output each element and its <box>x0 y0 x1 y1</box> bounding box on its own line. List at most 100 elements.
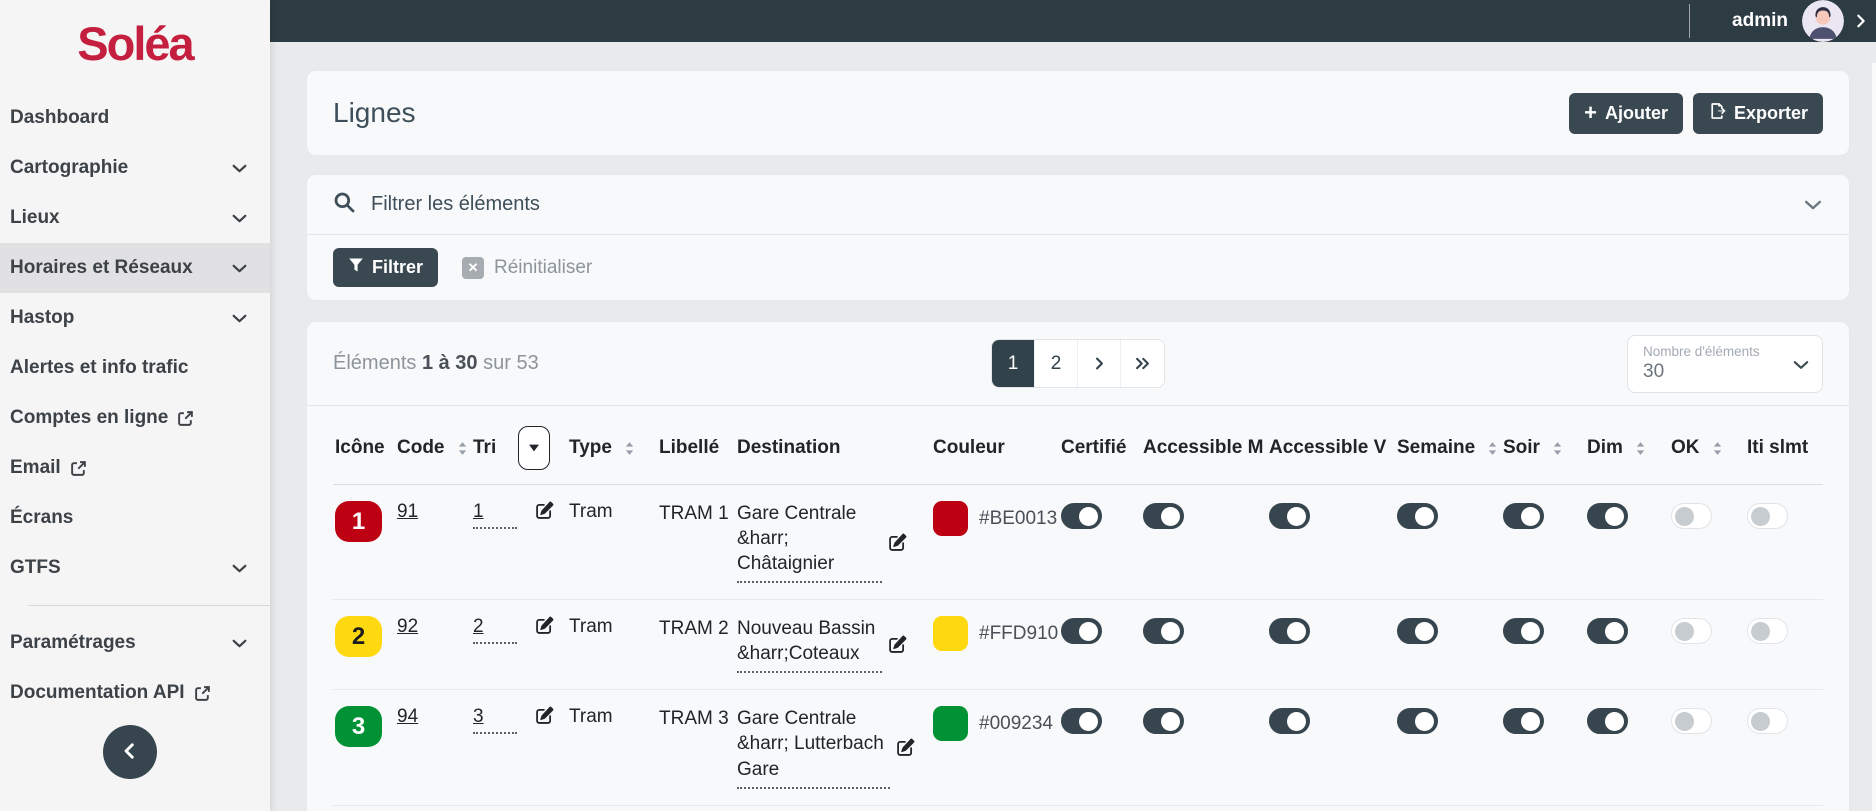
line-badge: 1 <box>335 501 382 542</box>
code-link[interactable]: 94 <box>397 706 419 728</box>
code-link[interactable]: 91 <box>397 501 419 522</box>
toggle-ok[interactable] <box>1671 708 1712 735</box>
cell-ok <box>1669 689 1745 806</box>
col-header-destination: Destination <box>735 412 931 485</box>
sidebar-collapse-button[interactable] <box>103 725 157 779</box>
edit-icon[interactable] <box>535 501 554 520</box>
toggle-certifie[interactable] <box>1061 618 1102 645</box>
edit-icon[interactable] <box>888 533 907 552</box>
tri-value[interactable]: 3 <box>473 706 517 735</box>
brand-logo[interactable]: Soléa <box>77 17 194 70</box>
reset-button[interactable]: ✕ Réinitialiser <box>462 256 592 279</box>
sidebar-item-parametrages[interactable]: Paramétrages <box>0 618 270 668</box>
cell-soir <box>1501 599 1585 691</box>
color-swatch[interactable] <box>933 706 968 742</box>
col-header-type: Type <box>567 412 657 485</box>
external-link-icon <box>194 685 211 702</box>
scrollbar[interactable] <box>1871 63 1876 811</box>
filter-button[interactable]: Filtrer <box>333 248 439 287</box>
export-button[interactable]: Exporter <box>1692 92 1823 134</box>
sidebar-item-ecrans[interactable]: Écrans <box>10 507 74 528</box>
cell-destination: Gare Centrale &harr; Châtaignier <box>735 484 931 601</box>
per-page-value: 30 <box>1643 360 1665 382</box>
toggle-accessible-m[interactable] <box>1143 708 1184 735</box>
chevron-down-icon[interactable] <box>1803 195 1823 215</box>
toggle-dim[interactable] <box>1587 503 1628 529</box>
sidebar-item-gtfs[interactable]: GTFS <box>0 543 270 593</box>
cell-icone: tram train <box>333 805 395 811</box>
cell-dim <box>1585 805 1669 811</box>
toggle-semaine[interactable] <box>1397 503 1438 529</box>
toggle-soir[interactable] <box>1503 618 1544 645</box>
toggle-accessible-m[interactable] <box>1143 503 1184 529</box>
toggle-accessible-v[interactable] <box>1269 503 1310 529</box>
cell-couleur: #B2C602 <box>931 805 1059 811</box>
sort-icon[interactable] <box>1552 441 1563 456</box>
page-last-button[interactable] <box>1121 340 1164 387</box>
tri-dropdown-button[interactable] <box>518 426 551 470</box>
color-swatch[interactable] <box>933 501 968 536</box>
sidebar-item-hastop[interactable]: Hastop <box>0 293 270 343</box>
toggle-semaine[interactable] <box>1397 708 1438 735</box>
edit-icon[interactable] <box>888 635 907 654</box>
toggle-accessible-v[interactable] <box>1269 618 1310 645</box>
page-next-button[interactable] <box>1078 340 1121 387</box>
page-button-1[interactable]: 1 <box>992 340 1035 387</box>
code-link[interactable]: 92 <box>397 616 419 638</box>
sidebar-item-comptes-en-ligne[interactable]: Comptes en ligne <box>0 393 270 443</box>
toggle-iti-slmt[interactable] <box>1747 618 1788 645</box>
cell-accessible-v <box>1267 689 1395 806</box>
sort-icon[interactable] <box>624 441 635 456</box>
sort-icon[interactable] <box>1487 441 1498 456</box>
add-button[interactable]: + Ajouter <box>1569 92 1683 134</box>
toggle-iti-slmt[interactable] <box>1747 503 1788 529</box>
destination-text[interactable]: Gare Centrale &harr; Lutterbach Gare <box>737 706 890 789</box>
funnel-icon <box>348 257 364 278</box>
toggle-ok[interactable] <box>1671 618 1712 645</box>
toggle-dim[interactable] <box>1587 708 1628 735</box>
table-row: 3 94 3 Tram TRAM 3 Gare Centra <box>333 689 1823 806</box>
edit-icon[interactable] <box>896 738 915 757</box>
sort-icon[interactable] <box>1635 441 1646 456</box>
destination-text[interactable]: Nouveau Bassin &harr;Coteaux <box>737 616 882 674</box>
cell-accessible-m <box>1141 805 1267 811</box>
color-swatch[interactable] <box>933 616 968 652</box>
sort-icon[interactable] <box>457 441 468 456</box>
toggle-certifie[interactable] <box>1061 708 1102 735</box>
sidebar-item-lieux[interactable]: Lieux <box>0 193 270 243</box>
cell-couleur: #BE0013 <box>931 484 1059 601</box>
sidebar-item-documentation-api[interactable]: Documentation API <box>0 668 270 718</box>
toggle-certifie[interactable] <box>1061 503 1102 529</box>
external-link-icon <box>70 460 87 477</box>
avatar[interactable] <box>1802 0 1844 42</box>
filter-search-input[interactable]: Filtrer les éléments <box>307 175 1849 235</box>
tri-value[interactable]: 1 <box>473 501 517 529</box>
sort-icon[interactable] <box>1712 441 1723 456</box>
cell-ok <box>1669 484 1745 601</box>
destination-text[interactable]: Gare Centrale &harr; Châtaignier <box>737 501 882 584</box>
toggle-accessible-m[interactable] <box>1143 618 1184 645</box>
toggle-dim[interactable] <box>1587 618 1628 645</box>
sidebar-item-dashboard[interactable]: Dashboard <box>10 107 110 128</box>
edit-icon[interactable] <box>535 706 554 725</box>
tri-value[interactable]: 2 <box>473 616 517 645</box>
toggle-semaine[interactable] <box>1397 618 1438 645</box>
page-button-2[interactable]: 2 <box>1035 340 1078 387</box>
sidebar-item-horaires-et-reseaux[interactable]: Horaires et Réseaux <box>0 243 270 293</box>
toggle-soir[interactable] <box>1503 708 1544 735</box>
cell-accessible-m <box>1141 484 1267 601</box>
cell-code: 92 <box>395 599 471 691</box>
per-page-select[interactable]: Nombre d'éléments 30 <box>1627 334 1823 393</box>
edit-icon[interactable] <box>535 616 554 635</box>
sidebar-item-cartographie[interactable]: Cartographie <box>0 143 270 193</box>
cell-destination: Nouveau Bassin &harr;Coteaux <box>735 599 931 691</box>
chevron-right-icon[interactable] <box>1854 14 1868 28</box>
toggle-accessible-v[interactable] <box>1269 708 1310 735</box>
sidebar-item-email[interactable]: Email <box>0 443 270 493</box>
cell-dim <box>1585 599 1669 691</box>
toggle-soir[interactable] <box>1503 503 1544 529</box>
toggle-iti-slmt[interactable] <box>1747 708 1788 735</box>
toggle-ok[interactable] <box>1671 503 1712 529</box>
sidebar-item-alertes-et-info-trafic[interactable]: Alertes et info trafic <box>10 357 189 378</box>
cell-type: Tram <box>567 599 657 691</box>
